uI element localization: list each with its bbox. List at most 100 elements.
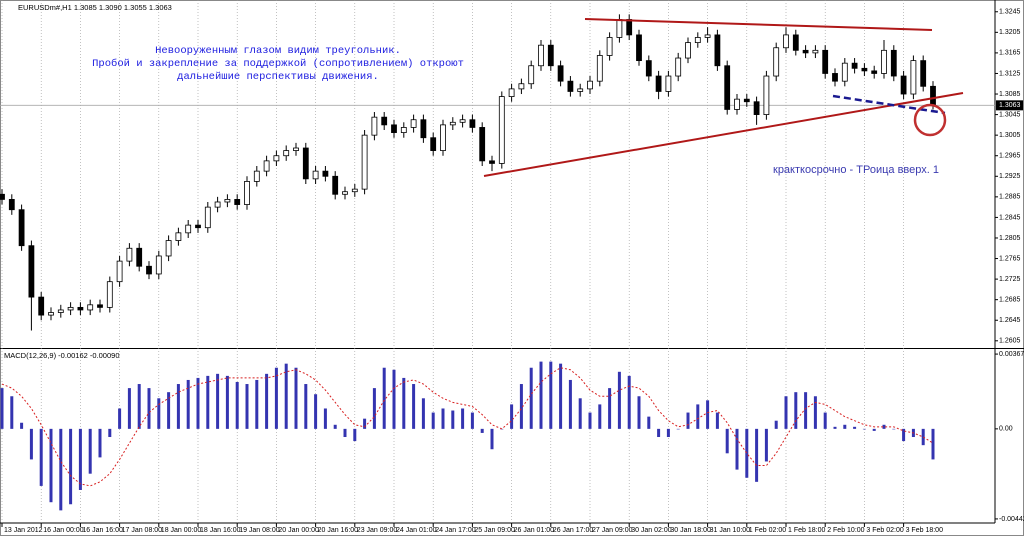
candle-body: [440, 124, 446, 151]
candle-body: [645, 60, 652, 77]
macd-bar: [696, 404, 700, 429]
macd-bar: [725, 428, 729, 454]
macd-bar: [921, 428, 925, 446]
macd-bar: [88, 428, 92, 474]
candle-body: [165, 240, 172, 257]
breakout-line: [832, 94, 946, 115]
macd-bar: [147, 388, 151, 429]
y-tick-label: 1.2925: [999, 173, 1021, 180]
macd-bar: [902, 428, 906, 442]
candle-body: [155, 255, 162, 275]
candle-body: [449, 121, 456, 126]
candle-body: [38, 296, 45, 316]
chart-title: EURUSDm#,H1 1.3085 1.3090 1.3055 1.3063: [18, 3, 172, 12]
candle-body: [244, 181, 250, 205]
macd-bar: [235, 381, 239, 429]
candle-body: [234, 199, 241, 205]
macd-bar: [39, 428, 43, 486]
x-tick-label: 1 Feb 02:00: [749, 527, 786, 534]
macd-bar: [706, 400, 710, 429]
macd-bar: [666, 428, 670, 438]
candle-body: [126, 247, 133, 262]
macd-bar: [637, 396, 641, 429]
candle-body: [900, 75, 907, 95]
macd-bar: [392, 369, 396, 429]
x-tick-label: 30 Jan 02:00: [631, 527, 672, 534]
macd-bar: [764, 428, 768, 462]
macd-bar: [470, 412, 474, 429]
candle-body: [636, 34, 642, 62]
candle-body: [665, 75, 672, 92]
candle-body: [479, 127, 486, 162]
macd-bar: [98, 428, 102, 458]
macd-bar: [421, 398, 425, 429]
macd-bar: [59, 428, 63, 511]
macd-bar: [676, 428, 680, 430]
annotation: дальнейшие перспективы движения.: [177, 71, 379, 83]
y-tick-label: 0.00367: [999, 351, 1024, 358]
macd-bar: [412, 384, 416, 429]
y-tick-label: 1.3045: [999, 111, 1021, 118]
candle-body: [655, 75, 662, 92]
candle-body: [802, 49, 809, 54]
annotation: Невооруженным глазом видим треугольник.: [155, 45, 401, 57]
candle-body: [498, 96, 505, 164]
candle-body: [910, 60, 917, 95]
macd-bar: [225, 375, 229, 429]
x-tick-label: 20 Jan 16:00: [318, 527, 359, 534]
candle-body: [175, 232, 182, 241]
macd-bar: [510, 404, 514, 429]
candle-body: [312, 170, 319, 180]
macd-bar: [549, 361, 553, 429]
candle-body: [557, 65, 564, 82]
x-tick-label: 18 Jan 16:00: [200, 527, 241, 534]
candle-body: [704, 34, 711, 38]
x-tick-label: 1 Feb 18:00: [788, 527, 825, 534]
candle-body: [518, 83, 525, 90]
x-tick-label: 16 Jan 00:00: [43, 527, 84, 534]
y-tick-label: 1.2805: [999, 235, 1021, 242]
candle-body: [763, 75, 770, 115]
support-line: [483, 92, 964, 177]
marks: [0, 14, 936, 511]
x-tick-label: 17 Jan 08:00: [122, 527, 163, 534]
macd-bar: [441, 408, 445, 429]
candle-body: [577, 88, 584, 92]
macd-bar: [862, 428, 866, 430]
macd-bar: [784, 396, 788, 429]
macd-bar: [686, 412, 690, 429]
macd-bar: [715, 412, 719, 429]
current-price-label: 1.3063: [999, 102, 1021, 109]
candle-body: [430, 137, 437, 151]
y-tick-label: 1.2725: [999, 276, 1021, 283]
candle-body: [861, 67, 868, 72]
macd-bar: [108, 428, 112, 438]
candle-body: [342, 191, 348, 195]
y-tick-label: 1.3085: [999, 91, 1021, 98]
x-tick-label: 16 Jan 16:00: [82, 527, 123, 534]
y-tick-label: 1.2685: [999, 297, 1021, 304]
candle-body: [195, 224, 201, 229]
macd-bar: [519, 384, 523, 429]
candle-body: [97, 304, 103, 308]
macd-bar: [833, 426, 837, 429]
macd-bar: [157, 398, 161, 429]
macd-bar: [617, 371, 621, 429]
macd-bar: [333, 424, 337, 429]
candle-body: [67, 306, 74, 311]
macd-bar: [402, 377, 406, 429]
candle-body: [832, 73, 838, 82]
candle-body: [420, 119, 427, 139]
candle-body: [87, 304, 94, 311]
x-tick-label: 3 Feb 02:00: [866, 527, 903, 534]
x-tick-label: 31 Jan 10:00: [710, 527, 751, 534]
macd-bar: [451, 410, 455, 429]
macd-bar: [167, 392, 171, 429]
macd-bar: [137, 384, 141, 429]
macd-bar: [176, 384, 180, 429]
candle-body: [783, 34, 789, 49]
x-tick-label: 13 Jan 2012: [4, 527, 43, 534]
candle-body: [214, 201, 221, 208]
macd-bar: [69, 428, 73, 505]
